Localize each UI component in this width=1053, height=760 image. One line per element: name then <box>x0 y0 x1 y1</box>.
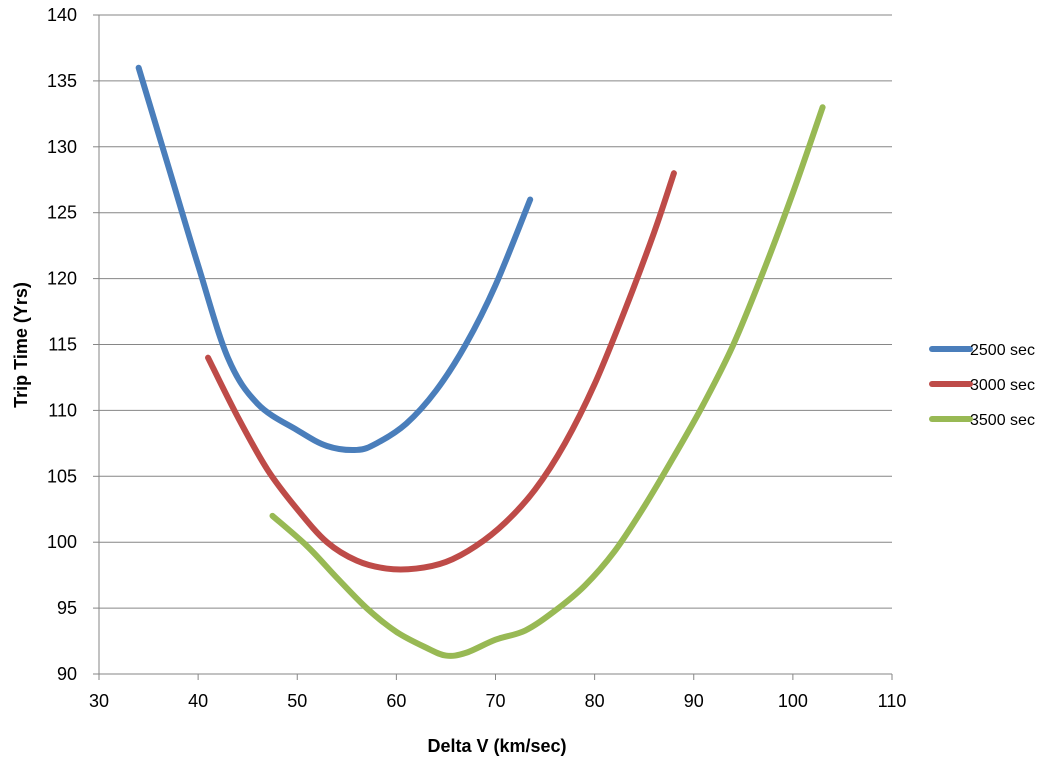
y-tick-label: 100 <box>47 532 77 552</box>
y-tick-label: 105 <box>47 466 77 486</box>
legend-label-3000-sec: 3000 sec <box>970 377 1035 394</box>
y-tick-label: 140 <box>47 5 77 25</box>
series-lines <box>135 64 826 659</box>
x-tick-label: 50 <box>287 691 307 711</box>
x-tick-labels: 30 40 50 60 70 80 90 100 110 <box>89 691 906 711</box>
legend-label-3500-sec: 3500 sec <box>970 412 1035 429</box>
y-tick-label: 90 <box>57 664 77 684</box>
y-tick-label: 95 <box>57 598 77 618</box>
grid-lines <box>93 14 892 675</box>
y-tick-label: 120 <box>47 269 77 289</box>
x-tick-label: 30 <box>89 691 109 711</box>
y-axis-title: Trip Time (Yrs) <box>11 282 31 408</box>
y-tick-label: 115 <box>48 335 77 355</box>
y-tick-label: 135 <box>47 71 77 91</box>
y-tick-label: 110 <box>48 400 77 420</box>
axes <box>98 15 893 680</box>
series-line-3000-sec <box>205 170 677 573</box>
legend: 2500 sec 3000 sec 3500 sec <box>929 342 1035 429</box>
x-tick-label: 40 <box>188 691 208 711</box>
x-tick-label: 110 <box>878 691 907 711</box>
x-axis-title: Delta V (km/sec) <box>427 736 566 756</box>
y-tick-label: 125 <box>47 203 77 223</box>
y-tick-label: 130 <box>47 137 77 157</box>
legend-label-2500-sec: 2500 sec <box>970 342 1035 359</box>
x-tick-label: 100 <box>778 691 808 711</box>
x-tick-label: 90 <box>684 691 704 711</box>
x-tick-label: 60 <box>386 691 406 711</box>
x-tick-label: 70 <box>485 691 505 711</box>
x-tick-label: 80 <box>585 691 605 711</box>
y-tick-labels: 90 95 100 105 110 115 120 125 130 135 140 <box>47 5 77 684</box>
series-line-3500-sec <box>269 104 826 659</box>
series-line-2500-sec <box>135 64 534 454</box>
